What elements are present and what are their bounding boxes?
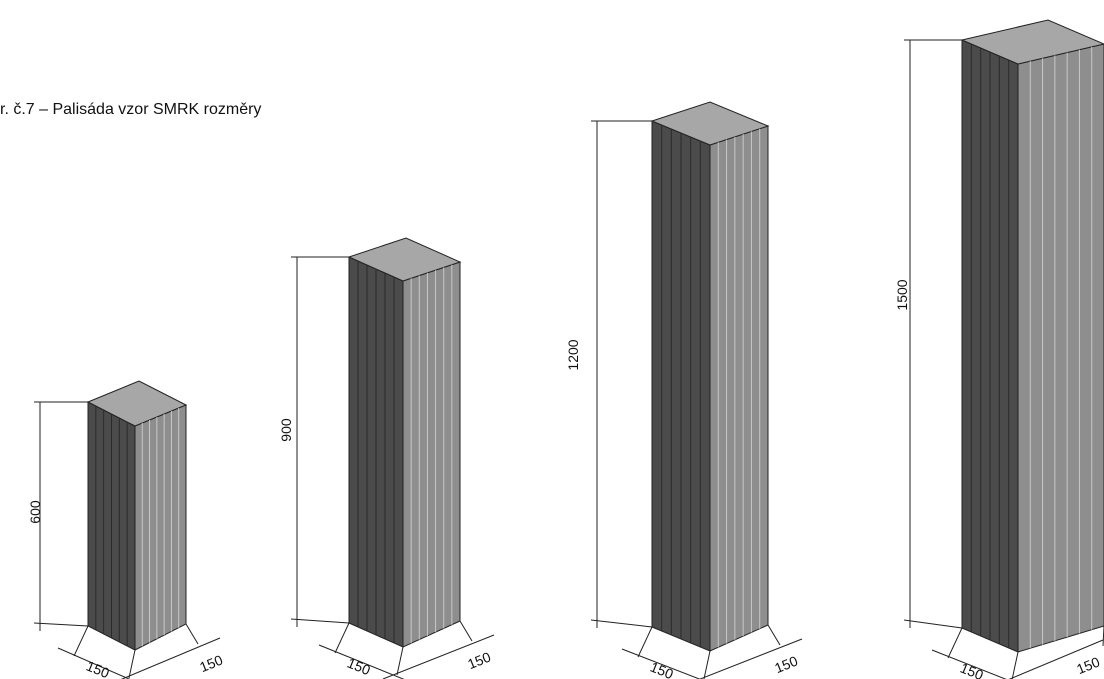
height-extension-bottom (290, 618, 350, 624)
figure-caption: r. č.7 – Palisáda vzor SMRK rozměry (0, 101, 262, 118)
width-extension (767, 624, 781, 646)
width-label-right: 150 (465, 648, 493, 672)
palisade-1200: 1200 150 150 (565, 101, 803, 679)
width-label-left: 150 (84, 658, 112, 679)
width-label-left: 150 (958, 660, 986, 679)
width-extension (128, 649, 136, 679)
width-extension (334, 622, 350, 654)
width-dimension-right (1008, 639, 1104, 679)
height-extension-bottom (590, 619, 653, 628)
height-label: 1200 (565, 339, 581, 370)
right-face (1017, 43, 1104, 653)
width-extension (185, 623, 199, 645)
width-extension (396, 646, 404, 676)
width-extension (459, 620, 473, 642)
palisade-600: 600 150 150 (27, 380, 225, 679)
width-label-right: 150 (197, 651, 225, 675)
width-extension (637, 626, 653, 658)
width-extension (73, 625, 89, 657)
palisade-1500: 1500 150 150 (894, 19, 1104, 679)
width-label-right: 150 (1074, 653, 1102, 677)
width-extension (703, 650, 711, 679)
width-extension (947, 627, 963, 659)
width-dimension-right (382, 634, 495, 679)
width-extension (1011, 651, 1019, 679)
height-extension-bottom (903, 619, 963, 629)
width-dimension-left (931, 649, 1007, 679)
palisade-900: 900 150 150 (278, 237, 495, 679)
width-dimension-left (318, 644, 405, 679)
width-label-left: 150 (648, 659, 676, 679)
width-dimension-right (698, 638, 803, 679)
height-extension-bottom (33, 622, 89, 627)
height-label: 600 (27, 500, 43, 524)
width-label-right: 150 (772, 652, 800, 676)
height-label: 900 (278, 418, 294, 442)
width-dimension-left (57, 647, 131, 679)
width-label-left: 150 (345, 655, 373, 679)
width-dimension-right (120, 637, 221, 679)
height-label: 1500 (894, 279, 910, 310)
